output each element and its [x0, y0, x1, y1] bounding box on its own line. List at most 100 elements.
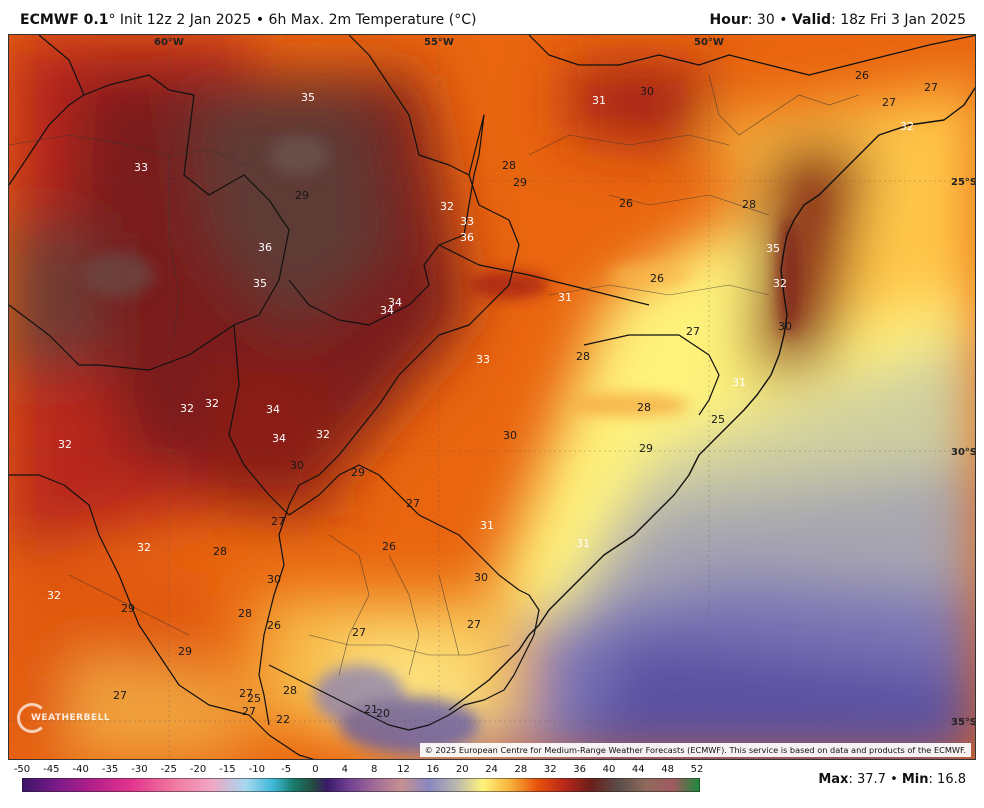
- max-value: : 37.7: [848, 772, 886, 787]
- grid-lines: [9, 35, 975, 759]
- lon-label: 60°W: [154, 37, 184, 48]
- logo-swirl-icon: [17, 703, 47, 733]
- colorbar-tick-label: 36: [573, 764, 586, 775]
- country-borders: [9, 35, 975, 759]
- colorbar-tick-label: -30: [131, 764, 148, 775]
- temperature-label: 35: [301, 91, 315, 104]
- colorbar: [22, 778, 700, 792]
- colorbar-tick-label: 48: [661, 764, 675, 775]
- temperature-label: 32: [58, 438, 72, 451]
- temperature-label: 26: [650, 272, 664, 285]
- temperature-label: 27: [352, 626, 366, 639]
- temperature-map: 60°W 55°W 50°W 25°S 30°S 35°S 35 31 30 26 27…: [8, 34, 976, 760]
- temperature-label: 28: [502, 159, 516, 172]
- temperature-label: 30: [474, 571, 488, 584]
- lon-label: 55°W: [424, 37, 454, 48]
- stats-separator: •: [890, 772, 898, 787]
- temperature-label: 25: [247, 692, 261, 705]
- temperature-label: 26: [382, 540, 396, 553]
- hour-value: : 30: [747, 12, 775, 28]
- temperature-label: 35: [253, 277, 267, 290]
- temperature-label: 34: [380, 304, 394, 317]
- temperature-label: 35: [766, 242, 780, 255]
- temperature-label: 26: [855, 69, 869, 82]
- temperature-label: 29: [351, 466, 365, 479]
- temperature-label: 27: [242, 705, 256, 718]
- degree-mark: °: [108, 12, 116, 28]
- temperature-label: 27: [924, 81, 938, 94]
- colorbar-tick-label: -25: [160, 764, 177, 775]
- colorbar-tick-label: 8: [370, 764, 378, 775]
- min-value: : 16.8: [928, 772, 966, 787]
- valid-separator: •: [779, 12, 788, 28]
- temperature-label: 27: [406, 497, 420, 510]
- temperature-label: 28: [238, 607, 252, 620]
- temperature-label: 32: [47, 589, 61, 602]
- temperature-label: 29: [178, 645, 192, 658]
- colorbar-tick-label: 0: [312, 764, 319, 775]
- temperature-label: 30: [290, 459, 304, 472]
- temperature-label: 29: [639, 442, 653, 455]
- colorbar-tick-label: 20: [455, 764, 469, 775]
- temperature-label: 26: [619, 197, 633, 210]
- map-title: ECMWF 0.1° Init 12z 2 Jan 2025 • 6h Max.…: [20, 12, 476, 28]
- temperature-label: 36: [460, 231, 474, 244]
- temperature-label: 26: [267, 619, 281, 632]
- colorbar-tick-label: 44: [631, 764, 645, 775]
- temperature-label: 27: [467, 618, 481, 631]
- temperature-label: 33: [476, 353, 490, 366]
- title-separator: •: [255, 12, 265, 28]
- model-name: ECMWF 0.1: [20, 12, 109, 28]
- temperature-label: 31: [592, 94, 606, 107]
- temperature-label: 30: [640, 85, 654, 98]
- temperature-label: 32: [440, 200, 454, 213]
- hour-label: Hour: [709, 12, 748, 28]
- max-min-stats: Max: 37.7 • Min: 16.8: [818, 772, 966, 787]
- temperature-label: 27: [882, 96, 896, 109]
- temperature-label: 32: [137, 541, 151, 554]
- product-name: 6h Max. 2m Temperature (°C): [268, 12, 477, 28]
- latitude-labels: 25°S 30°S 35°S: [951, 177, 976, 728]
- temperature-label: 29: [513, 176, 527, 189]
- temperature-label: 30: [778, 320, 792, 333]
- temperature-label: 27: [113, 689, 127, 702]
- temperature-label: 32: [316, 428, 330, 441]
- colorbar-tick-label: -5: [281, 764, 292, 775]
- colorbar-tick-label: -40: [72, 764, 89, 775]
- temperature-label: 31: [732, 376, 746, 389]
- lat-label: 25°S: [951, 177, 976, 188]
- copyright-notice: © 2025 European Centre for Medium-Range …: [419, 743, 971, 757]
- temperature-label: 33: [460, 215, 474, 228]
- temperature-label: 27: [686, 325, 700, 338]
- temperature-label: 20: [376, 707, 390, 720]
- init-time: Init 12z 2 Jan 2025: [119, 12, 252, 28]
- colorbar-tick-label: 12: [397, 764, 410, 775]
- temperature-label: 21: [364, 703, 378, 716]
- temperature-labels: 35 31 30 26 27 27 32 33 36 29 28 29 32 26 28 33 36 35 35 26…: [47, 69, 938, 726]
- colorbar-tick-label: -10: [248, 764, 265, 775]
- colorbar-tick-label: -45: [43, 764, 60, 775]
- colorbar-tick-label: 16: [426, 764, 440, 775]
- temperature-label: 28: [637, 401, 651, 414]
- lat-label: 30°S: [951, 447, 976, 458]
- valid-time: Hour: 30 • Valid: 18z Fri 3 Jan 2025: [710, 12, 966, 28]
- temperature-label: 34: [266, 403, 280, 416]
- temperature-label: 32: [180, 402, 194, 415]
- temperature-label: 32: [773, 277, 787, 290]
- temperature-label: 31: [576, 537, 590, 550]
- logo-text: WEATHERBELL: [31, 713, 111, 723]
- colorbar-tick-label: 28: [514, 764, 528, 775]
- colorbar-tick-label: 52: [690, 764, 704, 775]
- valid-label: Valid: [791, 12, 832, 28]
- temperature-label: 36: [258, 241, 272, 254]
- temperature-detail: [84, 135, 801, 753]
- colorbar-tick-label: 40: [602, 764, 616, 775]
- temperature-label: 32: [205, 397, 219, 410]
- longitude-labels: 60°W 55°W 50°W: [154, 37, 724, 48]
- colorbar-tick-label: -35: [101, 764, 119, 775]
- coastline: [448, 86, 975, 711]
- temperature-label: 27: [271, 515, 285, 528]
- max-label: Max: [818, 772, 849, 787]
- temperature-label: 28: [576, 350, 590, 363]
- temperature-label: 31: [480, 519, 494, 532]
